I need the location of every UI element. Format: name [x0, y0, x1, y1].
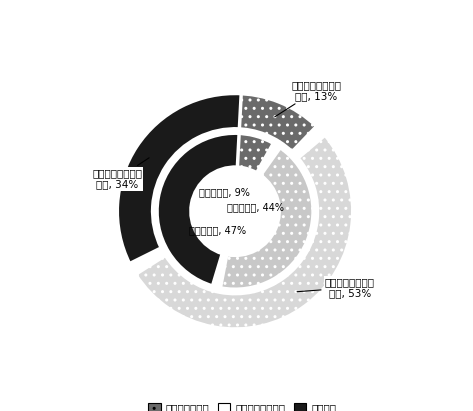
- Legend: 良く知っている, 聆いたことがある, 知らない: 良く知っている, 聆いたことがある, 知らない: [144, 399, 341, 411]
- Text: タバコ規制枠組み
条約, 53%: タバコ規制枠組み 条約, 53%: [297, 277, 375, 298]
- Text: 健康増進法, 44%: 健康増進法, 44%: [227, 202, 284, 212]
- Text: タバコ規制枠組み
条約, 13%: タバコ規制枠組み 条約, 13%: [275, 80, 341, 117]
- Wedge shape: [235, 133, 273, 173]
- Wedge shape: [136, 135, 353, 329]
- Wedge shape: [220, 148, 313, 289]
- Wedge shape: [157, 133, 239, 286]
- Text: 健康増進法, 9%: 健康増進法, 9%: [199, 187, 250, 197]
- Text: タバコ規制枠組み
条約, 34%: タバコ規制枠組み 条約, 34%: [92, 158, 149, 189]
- Wedge shape: [235, 93, 316, 152]
- Text: 健康増進法, 47%: 健康増進法, 47%: [189, 225, 246, 236]
- Wedge shape: [117, 93, 241, 263]
